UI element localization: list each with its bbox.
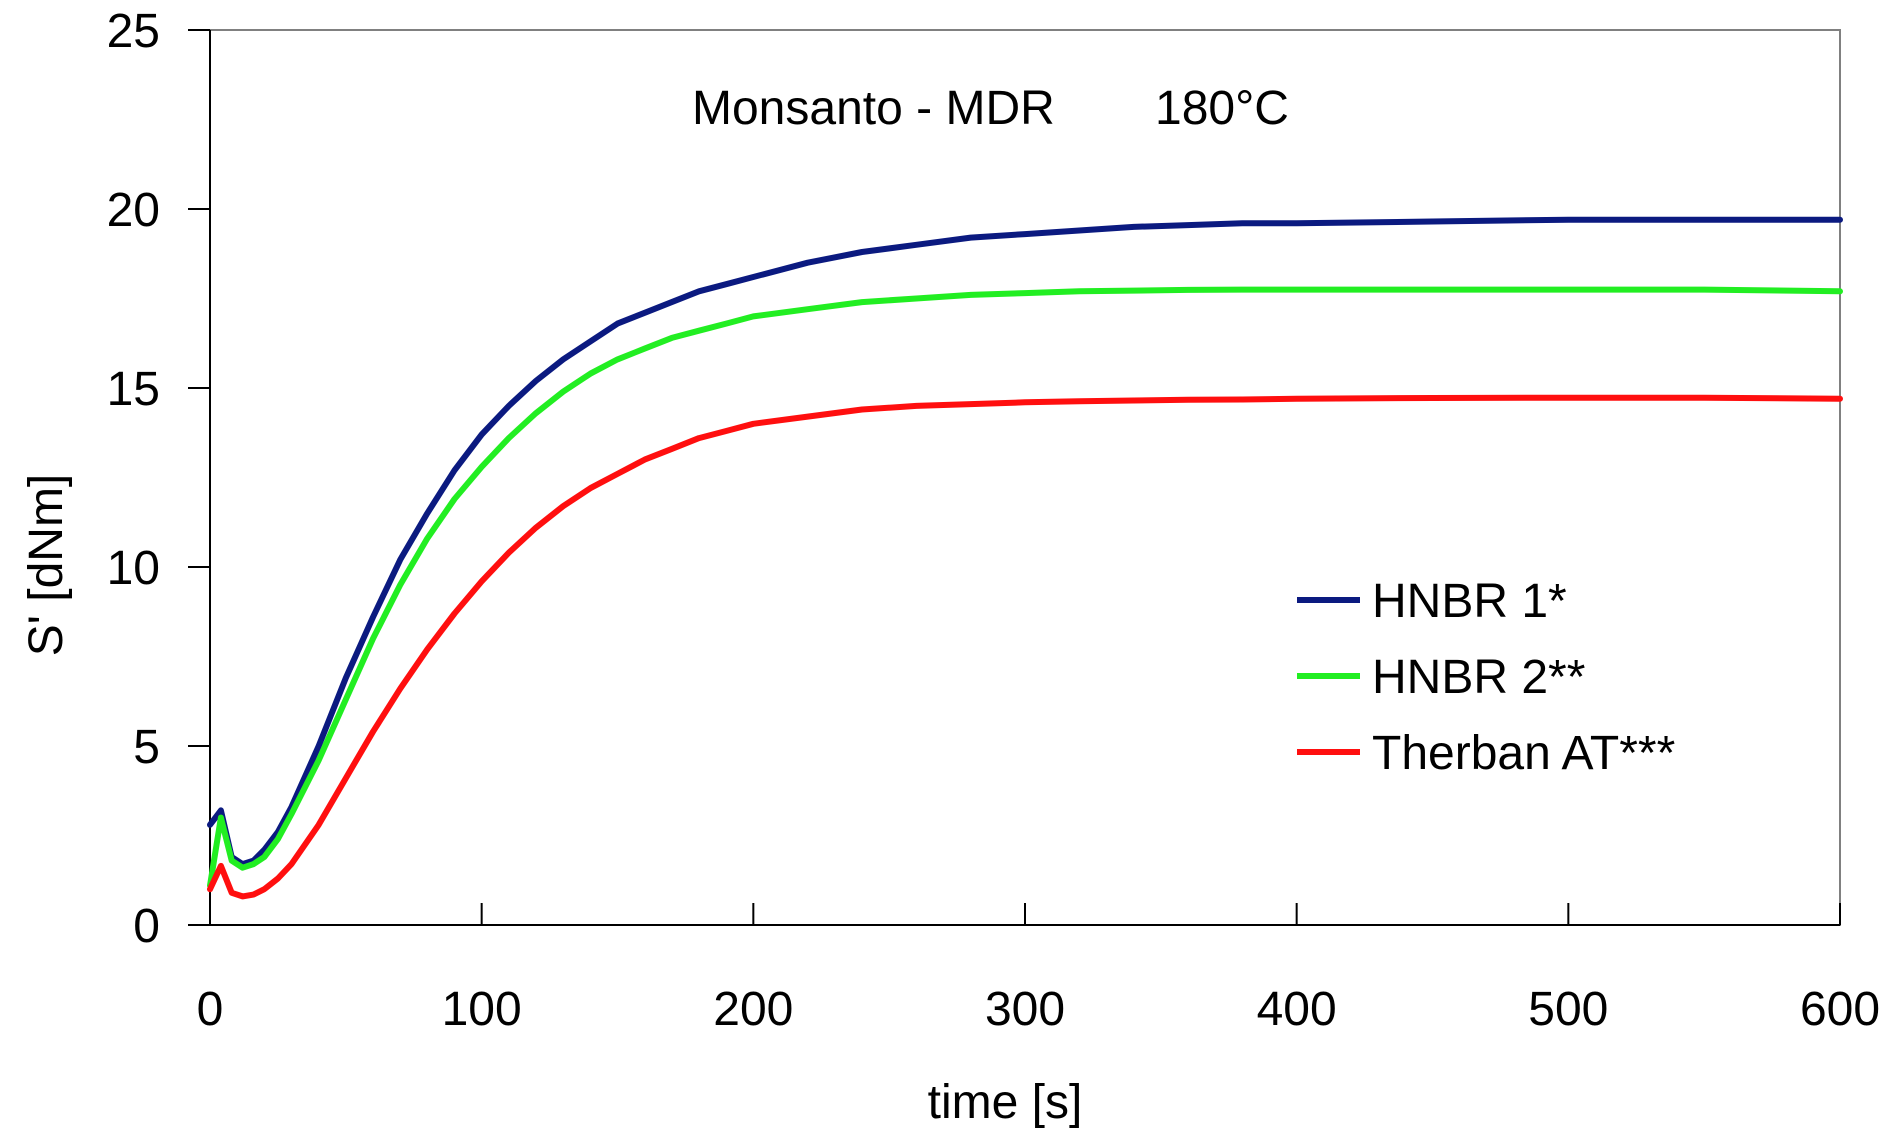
series-line-therban [207,394,1843,900]
x-axis-label: time [s] [928,1076,1083,1128]
y-tick-label: 5 [133,721,160,774]
y-tick-label: 25 [107,5,160,58]
x-tick-label: 200 [713,983,793,1036]
plot-area [209,29,1841,926]
x-tick-label: 300 [985,983,1065,1036]
chart-subtitle: 180°C [1155,82,1289,135]
y-axis-label: S' [dNm] [20,474,73,657]
x-tick-label: 0 [197,983,224,1036]
legend-label-hnbr1: HNBR 1* [1372,575,1567,628]
series-lines [207,216,1843,900]
y-tick-label: 20 [107,184,160,237]
legend-label-hnbr2: HNBR 2** [1372,651,1585,704]
y-ticks: 0 5 10 15 20 25 [107,5,210,953]
y-tick-label: 15 [107,363,160,416]
y-tick-label: 0 [133,900,160,953]
chart-title: Monsanto - MDR [692,82,1055,135]
x-tick-label: 400 [1257,983,1337,1036]
series-line-hnbr1 [207,216,1843,868]
legend: HNBR 1* HNBR 2** Therban AT*** [1297,575,1675,780]
x-tick-label: 500 [1528,983,1608,1036]
x-ticks: 0 100 200 300 400 500 600 [197,903,1879,1036]
legend-label-therban: Therban AT*** [1372,727,1675,780]
series-line-hnbr2 [207,286,1843,889]
x-tick-label: 600 [1800,983,1879,1036]
y-tick-label: 10 [107,542,160,595]
x-tick-label: 100 [442,983,522,1036]
